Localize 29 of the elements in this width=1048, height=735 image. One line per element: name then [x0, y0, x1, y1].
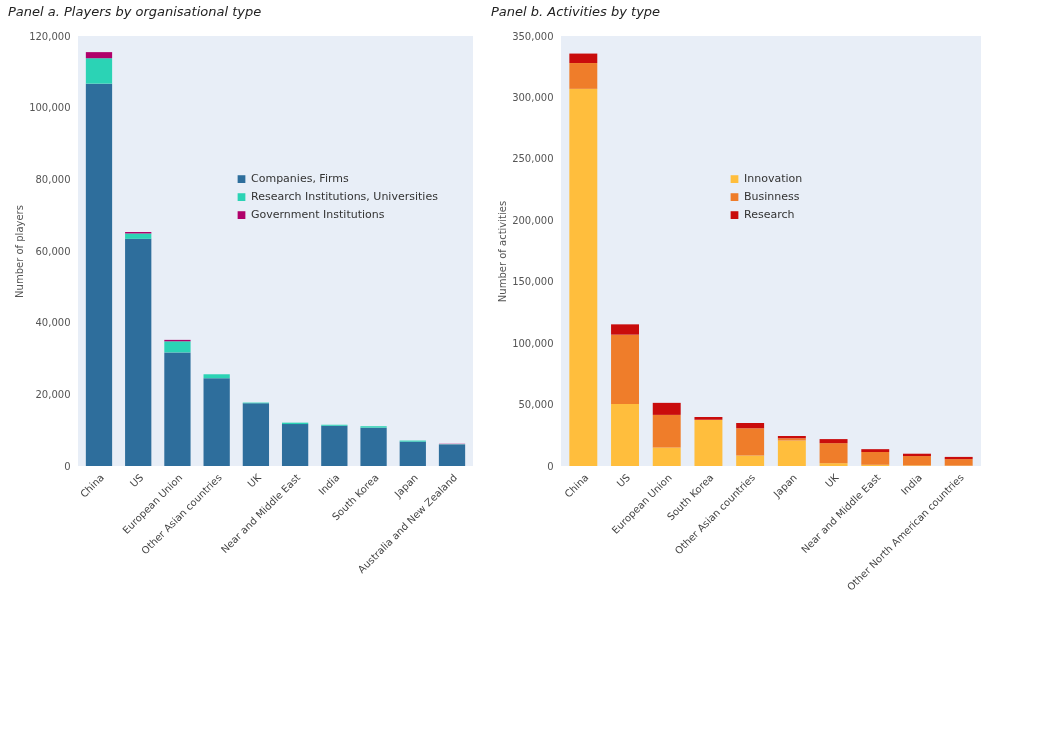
y-tick-label: 0	[64, 460, 71, 472]
legend-label: Companies, Firms	[251, 172, 349, 186]
y-tick-label: 50,000	[518, 399, 554, 411]
y-tick-label: 0	[547, 460, 554, 472]
legend-label: Government Institutions	[251, 208, 385, 222]
y-tick-label: 300,000	[512, 91, 554, 103]
legend-label: Research	[744, 208, 795, 222]
y-tick-label: 350,000	[512, 30, 554, 42]
y-tick-label: 40,000	[35, 317, 71, 329]
x-tick-label: UK	[245, 471, 264, 490]
y-tick-label: 100,000	[512, 337, 554, 349]
y-axis-title: Number of activities	[497, 200, 509, 303]
y-tick-label: 100,000	[29, 102, 71, 114]
y-tick-label: 120,000	[29, 30, 71, 42]
chart-title: Panel a. Players by organisational type	[8, 4, 262, 19]
legend-label: Innovation	[744, 172, 803, 186]
chart-title: Panel b. Activities by type	[491, 4, 661, 19]
legend-label: Businness	[744, 190, 800, 204]
y-tick-label: 250,000	[512, 153, 554, 165]
y-tick-label: 80,000	[35, 173, 71, 185]
x-tick-label: US	[614, 471, 633, 490]
y-tick-label: 200,000	[512, 214, 554, 226]
y-axis-title: Number of players	[14, 205, 26, 298]
x-tick-label: UK	[823, 471, 841, 490]
legend-label: Research Institutions, Universities	[251, 190, 439, 204]
y-tick-label: 60,000	[35, 245, 71, 257]
x-tick-label: US	[127, 471, 146, 490]
y-tick-label: 20,000	[35, 388, 71, 400]
y-tick-label: 150,000	[512, 276, 554, 288]
